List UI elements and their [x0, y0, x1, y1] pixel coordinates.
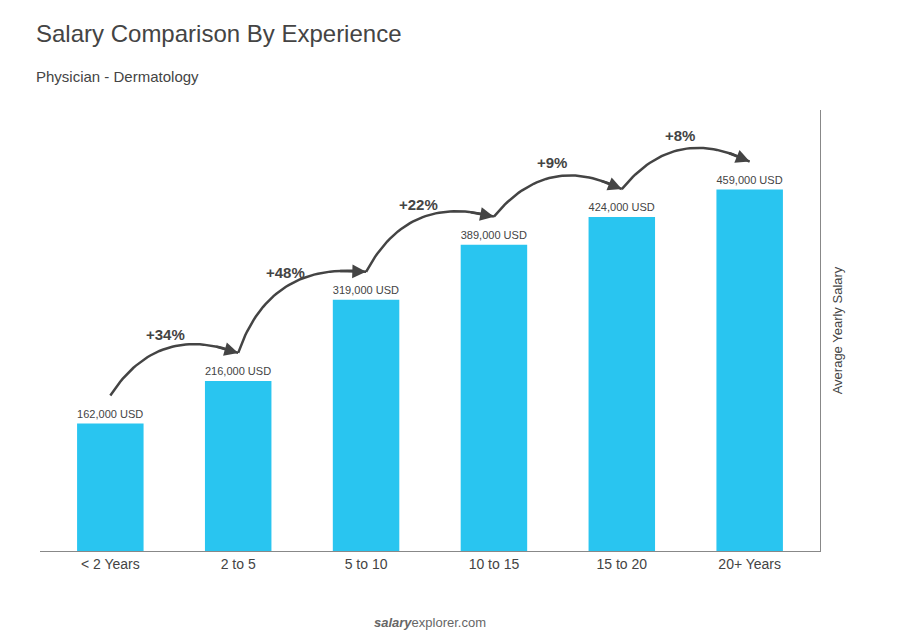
- svg-text:162,000 USD: 162,000 USD: [77, 408, 143, 420]
- svg-text:+8%: +8%: [665, 127, 695, 144]
- svg-text:+34%: +34%: [146, 326, 185, 343]
- svg-text:15 to 20: 15 to 20: [596, 556, 647, 572]
- svg-text:2 to 5: 2 to 5: [221, 556, 256, 572]
- svg-text:Physician - Dermatology: Physician - Dermatology: [36, 68, 199, 85]
- svg-text:216,000 USD: 216,000 USD: [205, 365, 271, 377]
- svg-text:5 to 10: 5 to 10: [345, 556, 388, 572]
- svg-text:424,000 USD: 424,000 USD: [589, 201, 655, 213]
- svg-text:salaryexplorer.com: salaryexplorer.com: [374, 615, 486, 630]
- svg-text:20+ Years: 20+ Years: [718, 556, 781, 572]
- svg-text:+9%: +9%: [537, 154, 567, 171]
- svg-text:< 2 Years: < 2 Years: [81, 556, 140, 572]
- svg-text:10 to 15: 10 to 15: [469, 556, 520, 572]
- svg-text:459,000 USD: 459,000 USD: [716, 174, 782, 186]
- svg-text:389,000 USD: 389,000 USD: [461, 229, 527, 241]
- svg-text:+22%: +22%: [399, 196, 438, 213]
- svg-text:Salary Comparison By Experienc: Salary Comparison By Experience: [36, 20, 402, 47]
- svg-text:+48%: +48%: [266, 264, 305, 281]
- svg-text:Average Yearly Salary: Average Yearly Salary: [830, 266, 845, 394]
- svg-text:319,000 USD: 319,000 USD: [333, 284, 399, 296]
